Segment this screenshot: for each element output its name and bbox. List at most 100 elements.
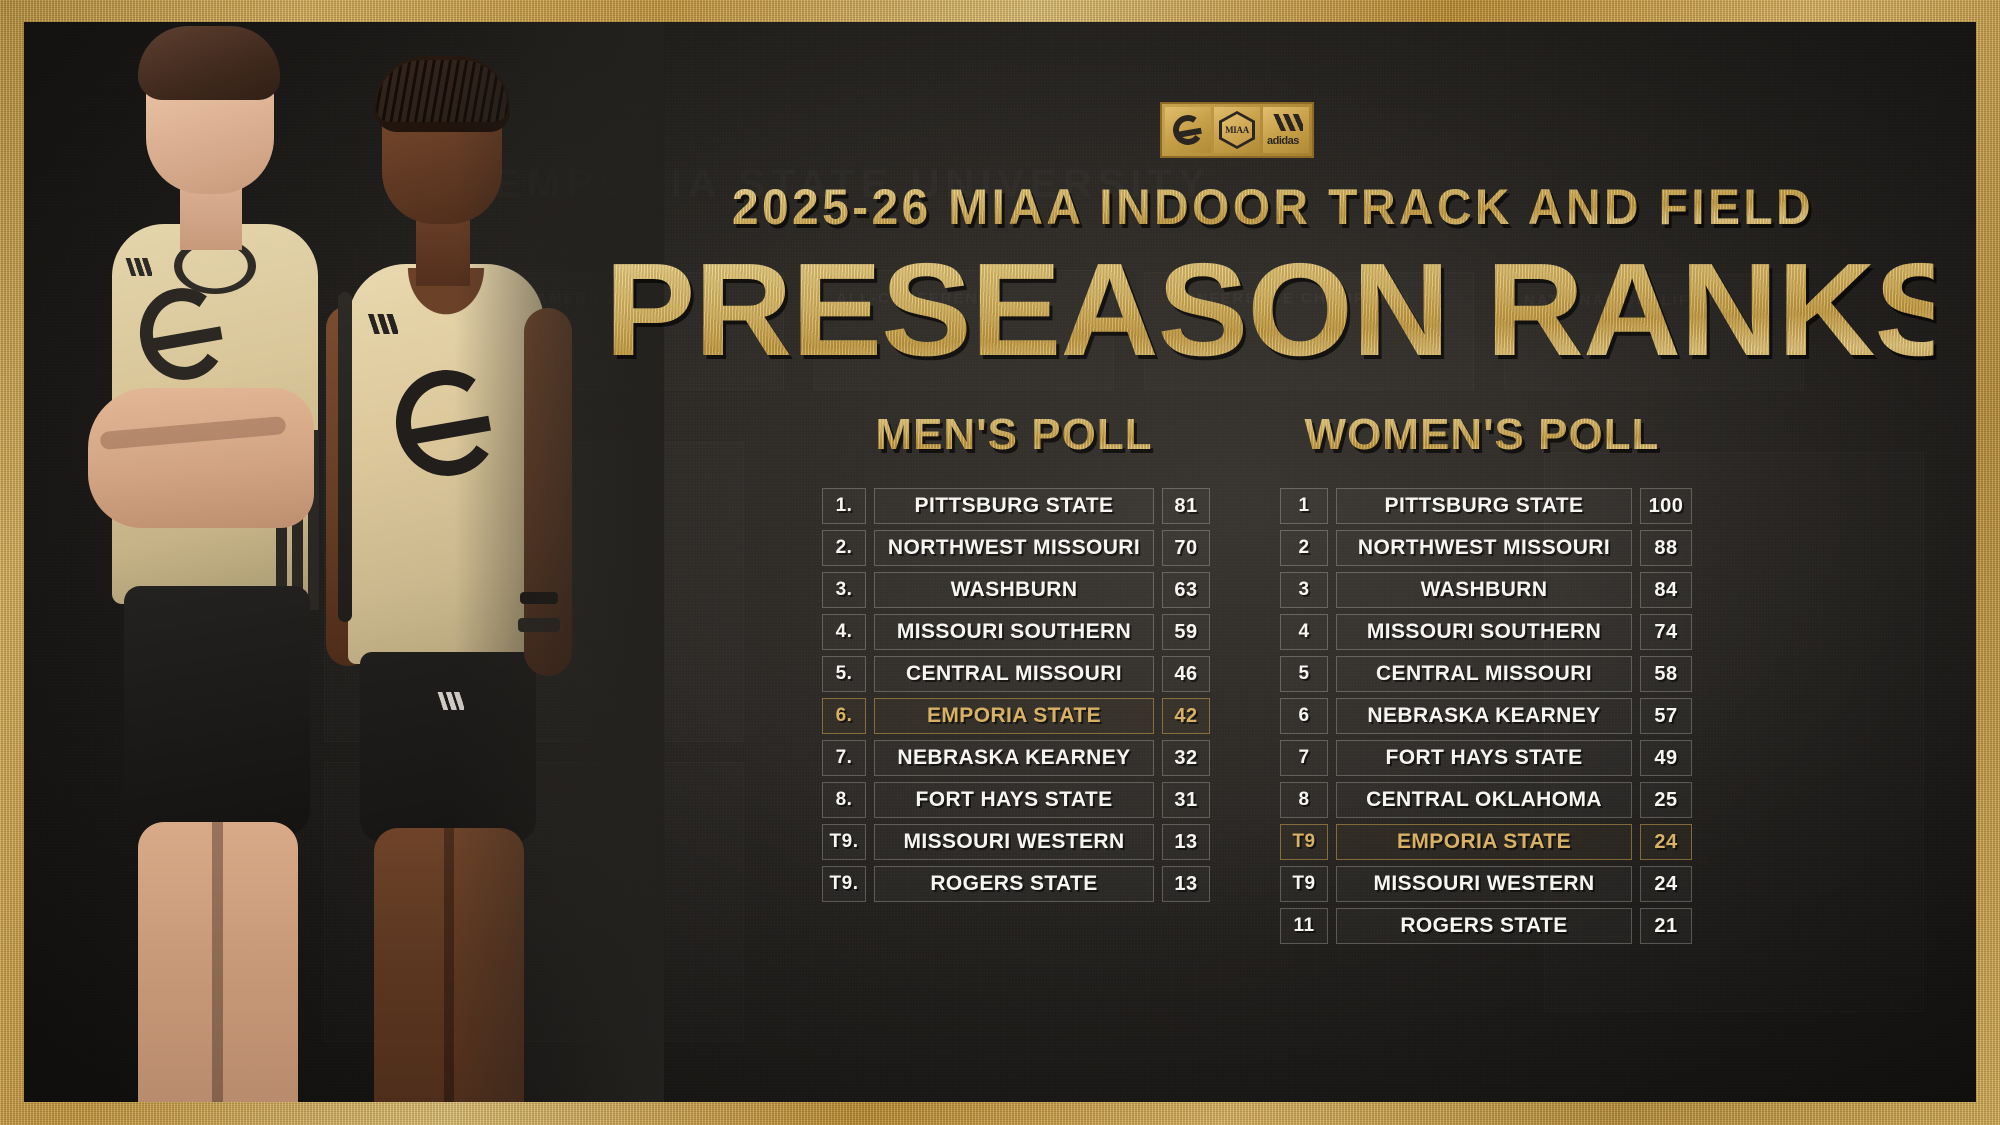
points-cell: 58 [1640, 656, 1692, 692]
adidas-logo: adidas [1263, 107, 1309, 153]
rank-cell: 11 [1280, 908, 1328, 944]
rank-cell: 2 [1280, 530, 1328, 566]
rank-cell: T9 [1280, 866, 1328, 902]
womens-poll-heading: WOMEN'S POLL [1272, 410, 1692, 460]
team-name-cell: NORTHWEST MISSOURI [874, 530, 1154, 566]
points-cell: 81 [1162, 488, 1210, 524]
rank-cell: 4. [822, 614, 866, 650]
table-row: 2. NORTHWEST MISSOURI 70 [822, 530, 1210, 566]
male-crossed-arms [88, 388, 314, 528]
rank-cell: 3 [1280, 572, 1328, 608]
emporia-state-e-logo [1165, 107, 1211, 153]
table-row: 2 NORTHWEST MISSOURI 88 [1280, 530, 1692, 566]
rank-cell: 5 [1280, 656, 1328, 692]
male-shorts [124, 586, 310, 836]
table-row: 7. NEBRASKA KEARNEY 32 [822, 740, 1210, 776]
points-cell: 74 [1640, 614, 1692, 650]
team-name-cell: CENTRAL MISSOURI [1336, 656, 1632, 692]
page-title: PRESEASON RANKS [604, 236, 1965, 383]
table-row: 4. MISSOURI SOUTHERN 59 [822, 614, 1210, 650]
team-name-cell: ROGERS STATE [1336, 908, 1632, 944]
team-name-cell: EMPORIA STATE [874, 698, 1154, 734]
points-cell: 57 [1640, 698, 1692, 734]
points-cell: 46 [1162, 656, 1210, 692]
sponsor-logo-bar: MIAA adidas [1160, 102, 1314, 158]
team-name-cell: EMPORIA STATE [1336, 824, 1632, 860]
rank-cell: 2. [822, 530, 866, 566]
team-name-cell: WASHBURN [874, 572, 1154, 608]
rank-cell: 1 [1280, 488, 1328, 524]
table-row: 5. CENTRAL MISSOURI 46 [822, 656, 1210, 692]
rank-cell: 1. [822, 488, 866, 524]
points-cell: 21 [1640, 908, 1692, 944]
rank-cell: 8. [822, 782, 866, 818]
rank-cell: 6 [1280, 698, 1328, 734]
table-row: 8. FORT HAYS STATE 31 [822, 782, 1210, 818]
womens-poll-table: 1 PITTSBURG STATE 100 2 NORTHWEST MISSOURI 88… [1280, 488, 1692, 950]
points-cell: 59 [1162, 614, 1210, 650]
points-cell: 25 [1640, 782, 1692, 818]
table-row: T9. MISSOURI WESTERN 13 [822, 824, 1210, 860]
rank-cell: 6. [822, 698, 866, 734]
rank-cell: 5. [822, 656, 866, 692]
mens-poll-heading: MEN'S POLL [814, 410, 1214, 460]
points-cell: 100 [1640, 488, 1692, 524]
miaa-logo: MIAA [1214, 107, 1260, 153]
team-name-cell: MISSOURI WESTERN [874, 824, 1154, 860]
adidas-logo-wordmark: adidas [1267, 135, 1299, 147]
rank-cell: 8 [1280, 782, 1328, 818]
team-name-cell: MISSOURI WESTERN [1336, 866, 1632, 902]
team-name-cell: MISSOURI SOUTHERN [874, 614, 1154, 650]
team-name-cell: PITTSBURG STATE [1336, 488, 1632, 524]
points-cell: 49 [1640, 740, 1692, 776]
rank-cell: T9. [822, 824, 866, 860]
team-name-cell: MISSOURI SOUTHERN [1336, 614, 1632, 650]
subtitle: 2025-26 MIAA INDOOR TRACK AND FIELD [663, 182, 1883, 232]
team-name-cell: NORTHWEST MISSOURI [1336, 530, 1632, 566]
team-name-cell: ROGERS STATE [874, 866, 1154, 902]
rank-cell: 7 [1280, 740, 1328, 776]
table-row: T9 EMPORIA STATE 24 [1280, 824, 1692, 860]
team-name-cell: NEBRASKA KEARNEY [874, 740, 1154, 776]
points-cell: 31 [1162, 782, 1210, 818]
table-row: 8 CENTRAL OKLAHOMA 25 [1280, 782, 1692, 818]
table-row: T9. ROGERS STATE 13 [822, 866, 1210, 902]
team-name-cell: CENTRAL MISSOURI [874, 656, 1154, 692]
points-cell: 13 [1162, 866, 1210, 902]
table-row: 5 CENTRAL MISSOURI 58 [1280, 656, 1692, 692]
team-name-cell: NEBRASKA KEARNEY [1336, 698, 1632, 734]
team-name-cell: FORT HAYS STATE [1336, 740, 1632, 776]
male-hair [138, 26, 280, 100]
table-row: 4 MISSOURI SOUTHERN 74 [1280, 614, 1692, 650]
rank-cell: 3. [822, 572, 866, 608]
table-row: T9 MISSOURI WESTERN 24 [1280, 866, 1692, 902]
points-cell: 63 [1162, 572, 1210, 608]
athlete-photo-group [24, 22, 664, 1102]
mens-poll-table: 1. PITTSBURG STATE 81 2. NORTHWEST MISSOURI 7… [822, 488, 1210, 908]
points-cell: 42 [1162, 698, 1210, 734]
miaa-logo-label: MIAA [1225, 125, 1249, 135]
photo-fade-gradient [454, 22, 664, 1102]
points-cell: 13 [1162, 824, 1210, 860]
points-cell: 88 [1640, 530, 1692, 566]
table-row: 7 FORT HAYS STATE 49 [1280, 740, 1692, 776]
table-row: 3 WASHBURN 84 [1280, 572, 1692, 608]
table-row: 6. EMPORIA STATE 42 [822, 698, 1210, 734]
points-cell: 84 [1640, 572, 1692, 608]
table-row: 1. PITTSBURG STATE 81 [822, 488, 1210, 524]
male-track-athlete [76, 26, 376, 1102]
points-cell: 32 [1162, 740, 1210, 776]
points-cell: 24 [1640, 824, 1692, 860]
adidas-logo-male-jersey [124, 258, 152, 276]
table-row: 3. WASHBURN 63 [822, 572, 1210, 608]
team-name-cell: FORT HAYS STATE [874, 782, 1154, 818]
male-legs [138, 822, 298, 1102]
points-cell: 24 [1640, 866, 1692, 902]
adidas-logo-female-jersey [366, 314, 398, 334]
rank-cell: 7. [822, 740, 866, 776]
team-name-cell: WASHBURN [1336, 572, 1632, 608]
table-row: 6 NEBRASKA KEARNEY 57 [1280, 698, 1692, 734]
team-name-cell: CENTRAL OKLAHOMA [1336, 782, 1632, 818]
table-row: 1 PITTSBURG STATE 100 [1280, 488, 1692, 524]
